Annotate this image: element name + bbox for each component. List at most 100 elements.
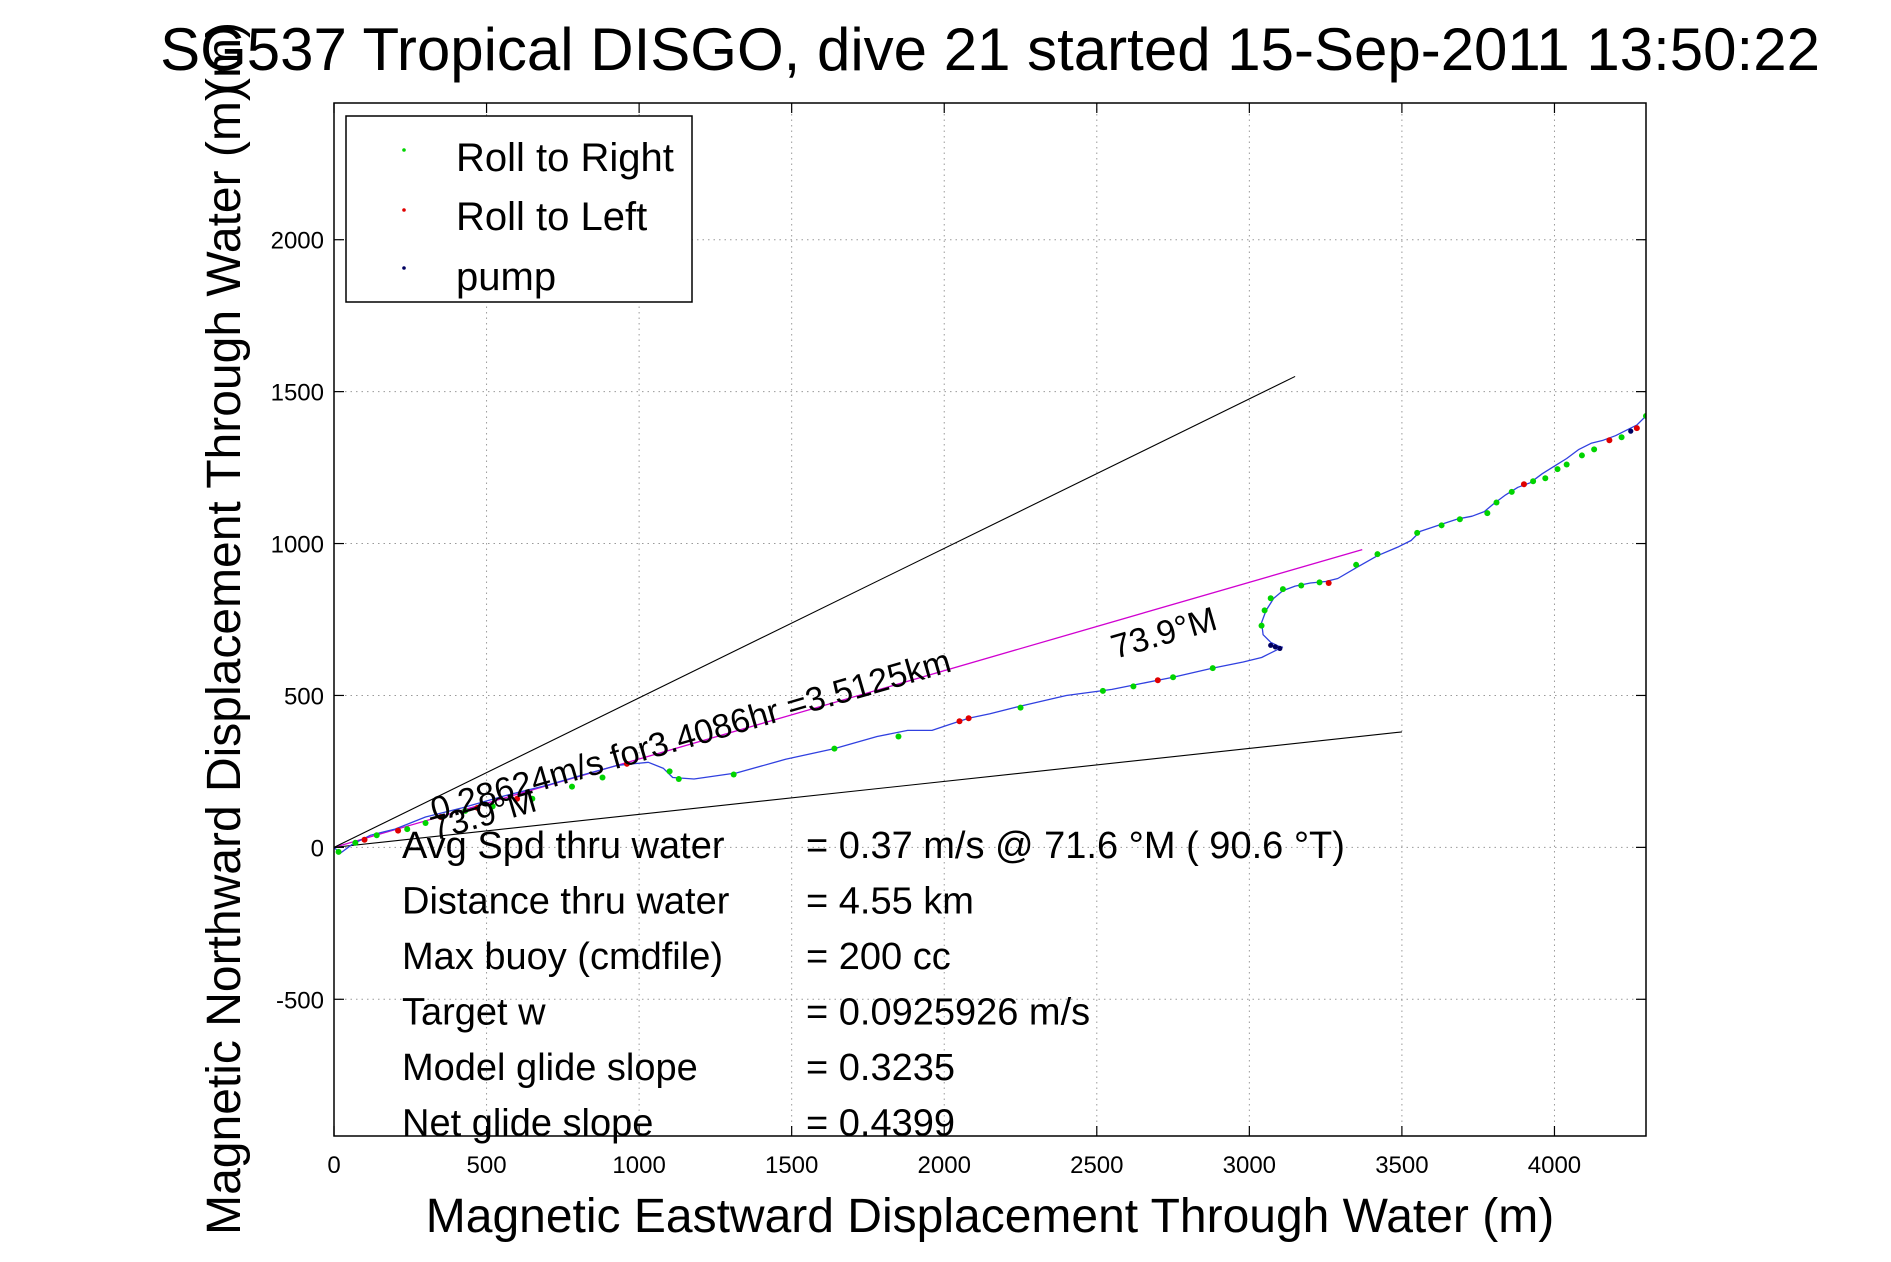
x-axis-label: Magnetic Eastward Displacement Through W… — [426, 1190, 1554, 1243]
y-tick-label: -500 — [276, 987, 324, 1014]
roll-right-point — [1130, 683, 1137, 690]
y-tick-label: 500 — [284, 683, 324, 710]
roll-left-point — [623, 760, 630, 767]
roll-right-point — [373, 832, 380, 839]
roll-right-point — [1508, 488, 1515, 495]
x-tick-label: 3500 — [1375, 1152, 1428, 1179]
roll-left-point — [437, 813, 444, 820]
legend-marker-roll-left — [402, 208, 406, 212]
roll-right-point — [1438, 522, 1445, 529]
roll-right-point — [489, 803, 496, 810]
reference-line-cone-upper — [334, 375, 1296, 848]
pump-point — [1268, 642, 1274, 648]
roll-left-point — [1154, 677, 1161, 684]
roll-right-point — [1414, 529, 1421, 536]
x-tick-label: 1000 — [612, 1152, 665, 1179]
roll-right-point — [1374, 551, 1381, 558]
x-tick-label: 3000 — [1223, 1152, 1276, 1179]
stat-value: = 0.3235 — [806, 1047, 955, 1089]
x-tick-label: 1500 — [765, 1152, 818, 1179]
roll-left-point — [361, 836, 368, 843]
axis-ticks: 0 500 1000 1500 2000 2500 3000 3500 4000 -500 0 500… — [271, 103, 1646, 1179]
roll-left-point — [1633, 425, 1640, 432]
roll-right-point — [1554, 466, 1561, 473]
roll-right-point — [1261, 607, 1268, 614]
roll-right-point — [1170, 674, 1177, 681]
y-axis-label: Magnetic Northward Displacement Through … — [198, 85, 251, 1235]
roll-right-point — [1316, 579, 1323, 586]
roll-right-point — [1530, 478, 1537, 485]
roll-right-point — [1017, 704, 1024, 711]
stat-label: Max buoy (cmdfile) — [402, 936, 723, 978]
roll-right-point — [1298, 582, 1305, 589]
reference-line-course-line — [334, 548, 1363, 848]
stat-value: = 0.0925926 m/s — [806, 992, 1090, 1034]
roll-and-pump-markers — [335, 412, 1646, 855]
roll-right-point — [335, 848, 342, 855]
pump-point — [1628, 428, 1634, 434]
stat-label: Model glide slope — [402, 1047, 698, 1089]
roll-left-point — [1325, 580, 1332, 587]
x-tick-label: 2500 — [1070, 1152, 1123, 1179]
roll-right-point — [1618, 434, 1625, 441]
stat-label: Target w — [402, 992, 546, 1034]
dive-statistics: Avg Spd thru water = 0.37 m/s @ 71.6 °M (… — [402, 825, 1345, 1145]
x-tick-label: 2000 — [918, 1152, 971, 1179]
legend: Roll to Right Roll to Left pump — [345, 115, 693, 303]
roll-right-point — [666, 768, 673, 775]
roll-left-point — [956, 718, 963, 725]
roll-right-point — [1542, 475, 1549, 482]
roll-right-point — [462, 807, 469, 814]
roll-right-point — [1456, 516, 1463, 523]
roll-right-point — [404, 826, 411, 833]
roll-right-point — [1578, 452, 1585, 459]
plot-frame — [333, 102, 1647, 1137]
roll-right-point — [1267, 595, 1274, 602]
reference-lines — [334, 375, 1402, 848]
legend-label-roll-left: Roll to Left — [456, 195, 647, 239]
y-tick-label: 2000 — [271, 228, 324, 255]
stat-label: Distance thru water — [402, 881, 730, 923]
stat-label: Net glide slope — [402, 1103, 653, 1145]
y-tick-label: 1000 — [271, 532, 324, 559]
data-layer — [334, 375, 1646, 855]
stat-value: = 4.55 km — [806, 881, 974, 923]
title-overlap-glyph: (m) — [198, 22, 251, 94]
roll-right-point — [568, 783, 575, 790]
roll-right-point — [1279, 586, 1286, 593]
legend-marker-pump — [402, 266, 406, 270]
pump-point — [1272, 644, 1278, 650]
x-tick-label: 0 — [327, 1152, 340, 1179]
roll-right-point — [1353, 561, 1360, 568]
roll-right-point — [675, 776, 682, 783]
roll-left-point — [1606, 437, 1613, 444]
roll-left-point — [514, 795, 521, 802]
x-tick-label: 4000 — [1528, 1152, 1581, 1179]
roll-left-point — [1520, 481, 1527, 488]
roll-right-point — [599, 774, 606, 781]
roll-left-point — [395, 827, 402, 834]
roll-right-point — [831, 745, 838, 752]
legend-marker-roll-right — [402, 148, 406, 152]
stat-value: = 0.4399 — [806, 1103, 955, 1145]
roll-left-point — [474, 804, 481, 811]
roll-right-point — [352, 839, 359, 846]
pump-point — [1277, 645, 1283, 651]
track-line — [1260, 415, 1646, 648]
legend-label-pump: pump — [456, 255, 556, 299]
roll-right-point — [1493, 499, 1500, 506]
roll-right-point — [1484, 510, 1491, 517]
stat-value: = 200 cc — [806, 936, 951, 978]
roll-right-point — [1258, 622, 1265, 629]
y-tick-label: 1500 — [271, 380, 324, 407]
legend-label-roll-right: Roll to Right — [456, 136, 674, 180]
roll-right-point — [529, 795, 536, 802]
roll-left-point — [965, 715, 972, 722]
roll-right-point — [422, 820, 429, 827]
x-tick-label: 500 — [467, 1152, 507, 1179]
roll-right-point — [730, 771, 737, 778]
stat-value: = 0.37 m/s @ 71.6 °M ( 90.6 °T) — [806, 825, 1345, 867]
chart-title: SG537 Tropical DISGO, dive 21 started 15… — [160, 16, 1820, 83]
roll-right-point — [895, 733, 902, 740]
